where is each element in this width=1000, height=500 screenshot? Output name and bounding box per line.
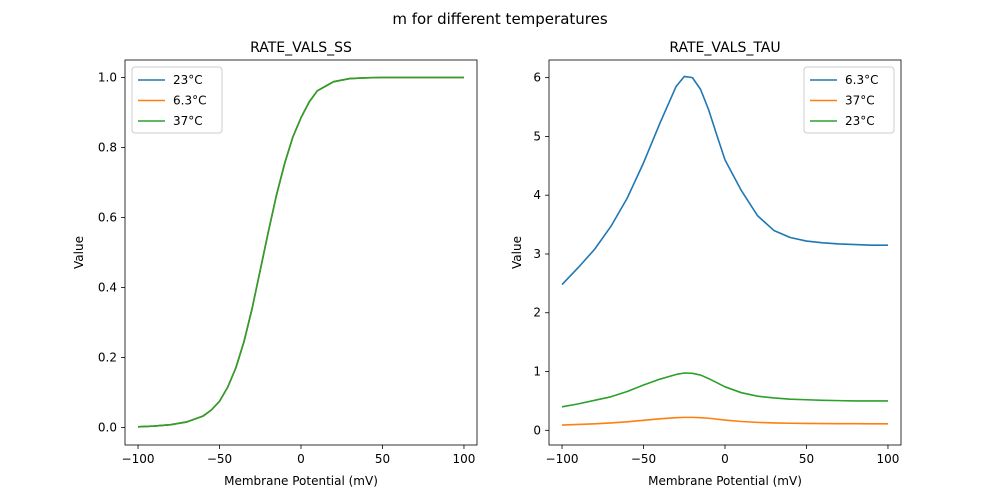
x-axis-label: Membrane Potential (mV): [224, 474, 378, 488]
legend-entry: 37°C: [845, 94, 875, 108]
y-tick-label: 0.8: [98, 141, 117, 155]
y-tick-label: 0.2: [98, 351, 117, 365]
legend-entry: 23°C: [845, 114, 875, 128]
x-tick-label: 50: [799, 452, 814, 466]
y-tick-label: 4: [533, 188, 541, 202]
x-tick-label: −100: [546, 452, 579, 466]
series-line-2: [138, 76, 464, 428]
y-tick-label: 5: [533, 129, 541, 143]
y-tick-label: 6: [533, 71, 541, 85]
series-line-0: [561, 75, 888, 286]
x-tick-label: 100: [453, 452, 476, 466]
subplot-rate-vals-tau: RATE_VALS_TAU −100 −50 0 50 100 0 1 2 3 4 5 6 Membran…: [510, 40, 902, 488]
y-tick-label: 0.4: [98, 281, 117, 295]
legend: 23°C 6.3°C 37°C: [131, 66, 223, 134]
y-tick-label: 0.6: [98, 211, 117, 225]
x-tick-label: −50: [631, 452, 656, 466]
legend-entry: 6.3°C: [845, 73, 878, 87]
subplot-rate-vals-ss: RATE_VALS_SS −100 −50 0 50 100 0.0 0.2 0.4 0.6 0.8…: [72, 40, 478, 488]
subplot-title: RATE_VALS_SS: [250, 40, 352, 56]
y-axis-label: Value: [510, 236, 524, 269]
y-tick-label: 1: [533, 365, 541, 379]
y-tick-label: 0: [533, 423, 541, 437]
x-tick-label: −100: [122, 452, 155, 466]
legend: 6.3°C 37°C 23°C: [803, 66, 895, 134]
x-tick-label: −50: [207, 452, 232, 466]
legend-box: [131, 66, 223, 134]
subplot-title: RATE_VALS_TAU: [669, 40, 780, 56]
x-axis-label: Membrane Potential (mV): [648, 474, 802, 488]
figure-title: m for different temperatures: [392, 10, 608, 28]
x-tick-label: 100: [877, 452, 900, 466]
series-line-1: [562, 416, 888, 426]
legend-entry: 6.3°C: [173, 94, 206, 108]
legend-box: [803, 66, 895, 134]
y-tick-label: 0.0: [98, 421, 117, 435]
y-tick-label: 1.0: [98, 71, 117, 85]
legend-entry: 23°C: [173, 73, 203, 87]
x-tick-label: 0: [721, 452, 729, 466]
y-tick-label: 3: [533, 247, 541, 261]
legend-entry: 37°C: [173, 114, 203, 128]
y-axis-label: Value: [72, 236, 86, 269]
series-line-2: [561, 372, 888, 408]
y-tick-label: 2: [533, 306, 541, 320]
x-tick-label: 0: [297, 452, 305, 466]
x-tick-label: 50: [375, 452, 390, 466]
